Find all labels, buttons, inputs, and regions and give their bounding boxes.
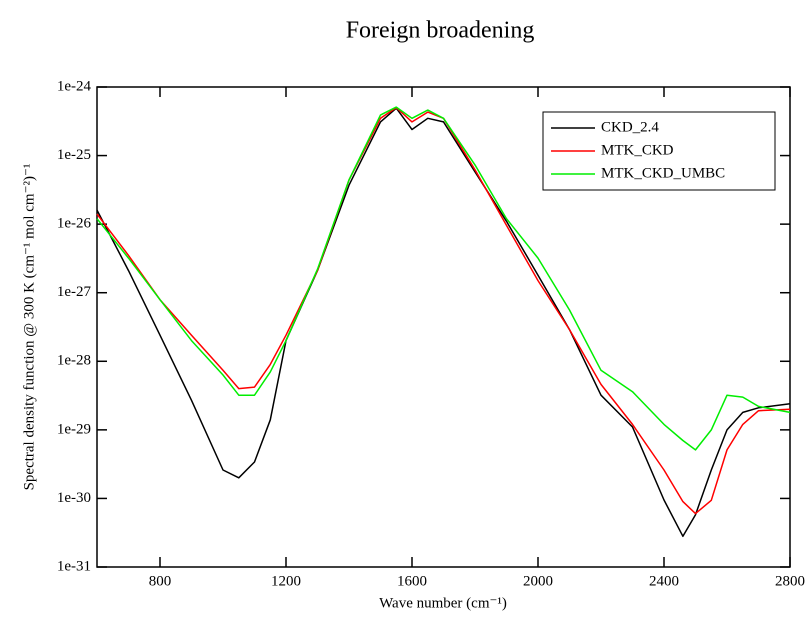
line-series — [96, 107, 791, 538]
y-tick-label: 1e-31 — [57, 558, 91, 574]
chart-title: Foreign broadening — [346, 18, 535, 44]
legend-label: MTK_CKD — [601, 142, 674, 158]
y-tick-label: 1e-29 — [57, 421, 91, 437]
x-tick-label: 1600 — [397, 573, 427, 589]
x-tick-label: 800 — [149, 573, 172, 589]
x-tick-label: 2400 — [649, 573, 679, 589]
legend-label: MTK_CKD_UMBC — [601, 165, 725, 181]
x-tick-label: 2000 — [523, 573, 553, 589]
line-series — [96, 106, 791, 451]
y-axis-label: Spectral density function @ 300 K (cm⁻¹ … — [21, 164, 37, 491]
y-tick-label: 1e-28 — [57, 353, 91, 369]
y-tick-label: 1e-30 — [57, 490, 91, 506]
legend-label: CKD_2.4 — [601, 119, 659, 135]
y-tick-label: 1e-27 — [57, 284, 92, 300]
plot-frame — [96, 86, 791, 568]
x-tick-label: 2800 — [775, 573, 805, 589]
y-tick-label: 1e-25 — [57, 147, 91, 163]
line-series — [96, 106, 791, 515]
y-tick-label: 1e-26 — [57, 216, 92, 232]
x-tick-label: 1200 — [271, 573, 301, 589]
y-tick-label: 1e-24 — [57, 78, 92, 94]
x-axis-label: Wave number (cm⁻¹) — [379, 595, 507, 611]
